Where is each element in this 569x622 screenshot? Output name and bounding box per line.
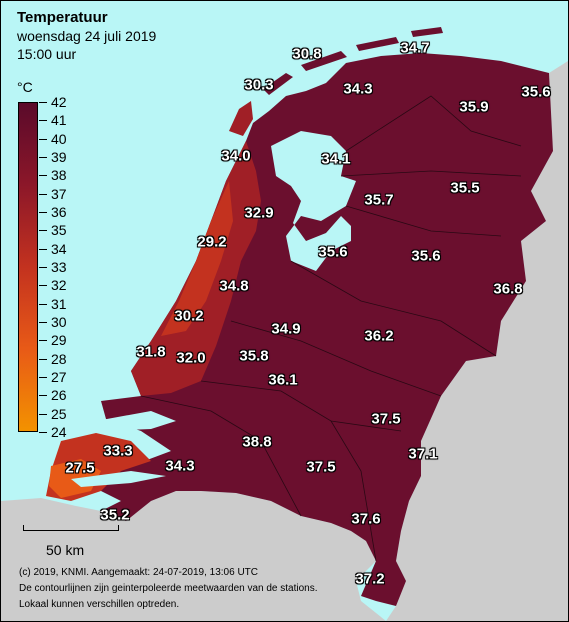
legend-tick-label: 33 [51,259,67,275]
legend-color-bar [18,102,38,432]
legend-tick-mark [39,413,47,415]
date-line: woensdag 24 juli 2019 [17,28,157,44]
station-value: 34.9 [271,320,301,338]
station-value: 34.3 [165,457,195,475]
legend-tick-mark [39,303,47,305]
legend-tick-label: 38 [51,167,67,184]
wadden-island-terschelling [301,51,347,71]
footer-note-contours: De contourlijnen zijn geinterpoleerde me… [19,583,318,594]
station-value: 27.5 [65,459,95,477]
station-value: 29.2 [197,233,227,251]
footer-note-local: Lokaal kunnen verschillen optreden. [19,599,180,610]
legend-tick-mark [39,395,47,397]
station-value: 35.8 [239,347,269,365]
estuary-oosterschelde [96,411,176,431]
station-value: 35.7 [364,191,394,209]
station-value: 34.1 [321,150,351,168]
station-value: 37.2 [355,570,385,588]
legend-tick-label: 25 [51,405,67,422]
legend-tick-label: 42 [51,94,67,110]
legend-tick-mark [39,432,47,433]
legend-tick-mark [39,175,47,177]
legend-tick-mark [39,212,47,213]
foreign-land-east [386,61,568,621]
wadden-island-ameland [356,37,399,51]
province-borders [140,95,522,562]
legend-unit: °C [17,79,33,95]
netherlands-land [91,53,553,606]
legend-tick-label: 26 [51,387,67,404]
legend-tick-label: 35 [51,222,67,239]
station-value: 32.9 [244,204,274,222]
station-value: 30.2 [174,307,204,325]
legend-tick-label: 37 [51,185,67,202]
station-value: 37.6 [351,510,381,528]
legend-tick-label: 24 [51,424,67,440]
scale-label: 50 km [46,542,85,558]
legend-tick-mark [39,120,47,122]
legend-tick-label: 28 [51,350,67,367]
legend-tick-mark [39,230,47,232]
legend-tick-mark [39,157,47,158]
station-value: 30.8 [292,45,322,63]
legend-tick-label: 32 [51,277,67,294]
time-line: 15:00 uur [17,46,77,62]
station-value: 35.6 [521,83,551,101]
map-title: Temperatuur [17,9,108,26]
station-value: 35.2 [100,506,130,524]
wadden-island-vlieland [263,73,293,95]
ijsselmeer [271,131,356,271]
station-value: 31.8 [136,343,166,361]
legend-tick-mark [39,102,47,103]
legend-tick-label: 36 [51,204,67,220]
legend-tick-mark [39,358,47,360]
legend-tick-mark [39,248,47,250]
wadden-island-schiermonnikoog [411,27,443,37]
legend-tick-mark [39,193,47,195]
legend-tick-mark [39,267,47,268]
station-value: 37.1 [408,445,438,463]
legend-tick-mark [39,322,47,323]
station-value: 32.0 [176,349,206,367]
legend-tick-mark [39,377,47,378]
legend-ticks: 42 41 40 39 38 37 36 35 34 33 32 31 30 29 28 27 26 25 24 [39,94,73,440]
legend-tick-label: 29 [51,332,67,349]
coastal-hot-zone [161,181,233,336]
legend-tick-label: 41 [51,112,67,129]
station-value: 35.6 [411,247,441,265]
station-value: 36.1 [268,371,298,389]
station-value: 34.3 [343,80,373,98]
station-value: 35.6 [318,243,348,261]
legend-tick-label: 31 [51,295,67,312]
station-value: 30.3 [244,76,274,94]
station-value: 37.5 [371,410,401,428]
legend-tick-label: 27 [51,369,67,385]
legend-tick-label: 40 [51,130,67,147]
legend-tick-label: 34 [51,240,67,257]
station-value: 36.8 [493,280,523,298]
footer-copyright: (c) 2019, KNMI. Aangemaakt: 24-07-2019, … [19,567,259,578]
legend-tick-mark [39,285,47,287]
foreign-land-south [1,491,386,621]
legend-tick-label: 30 [51,314,67,330]
legend-tick-mark [39,340,47,342]
station-value: 38.8 [242,433,272,451]
station-value: 33.3 [103,442,133,460]
station-value: 34.8 [219,277,249,295]
station-value: 36.2 [364,327,394,345]
estuary-westerschelde [71,471,166,487]
scale-bar [23,525,119,531]
station-value: 34.0 [221,147,251,165]
wadden-island-texel [229,101,253,136]
station-value: 34.7 [400,39,430,57]
station-value: 35.9 [459,98,489,116]
legend-tick-mark [39,138,47,140]
legend-tick-label: 39 [51,149,67,165]
station-value: 37.5 [306,458,336,476]
station-value: 35.5 [450,179,480,197]
